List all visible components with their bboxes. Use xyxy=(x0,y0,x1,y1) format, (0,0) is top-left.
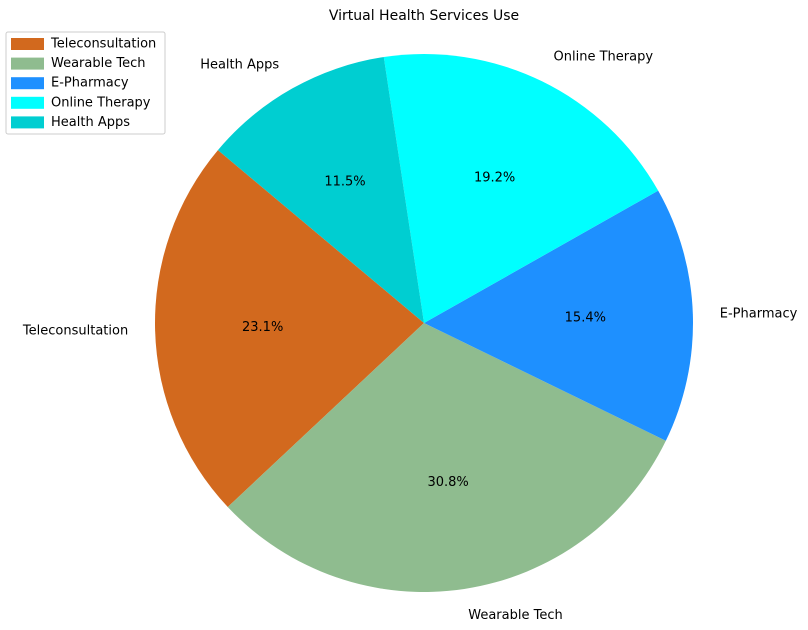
percent-label-online-therapy: 19.2% xyxy=(474,170,515,185)
legend-label-health-apps: Health Apps xyxy=(51,115,130,130)
legend: Teleconsultation Wearable Tech E-Pharmacy O… xyxy=(5,31,166,135)
slice-labels: Teleconsultation Wearable Tech E-Pharmacy O… xyxy=(22,49,798,623)
percent-labels: 23.1% 30.8% 15.4% 19.2% 11.5% xyxy=(242,170,606,490)
pie-slices xyxy=(154,53,693,592)
legend-label-online-therapy: Online Therapy xyxy=(51,95,151,110)
legend-label-teleconsultation: Teleconsultation xyxy=(50,37,156,52)
percent-label-wearable-tech: 30.8% xyxy=(427,475,468,490)
slice-label-wearable-tech: Wearable Tech xyxy=(468,608,562,623)
pie-slice-teleconsultation xyxy=(154,150,424,508)
pie-slice-e-pharmacy xyxy=(424,190,693,441)
slice-label-online-therapy: Online Therapy xyxy=(554,49,654,64)
percent-label-health-apps: 11.5% xyxy=(324,175,365,190)
legend-swatch-online-therapy xyxy=(11,96,44,109)
legend-box xyxy=(5,31,166,135)
pie-slice-health-apps xyxy=(217,57,424,323)
slice-label-e-pharmacy: E-Pharmacy xyxy=(720,306,798,321)
pie-slice-online-therapy xyxy=(383,53,659,323)
chart-title: Virtual Health Services Use xyxy=(329,8,519,24)
legend-swatch-e-pharmacy xyxy=(11,77,44,90)
slice-label-teleconsultation: Teleconsultation xyxy=(22,324,128,339)
legend-label-wearable-tech: Wearable Tech xyxy=(51,56,145,71)
legend-swatch-teleconsultation xyxy=(11,38,44,50)
legend-swatch-health-apps xyxy=(11,116,44,129)
pie-slice-wearable-tech xyxy=(227,323,666,592)
slice-label-health-apps: Health Apps xyxy=(200,57,279,72)
percent-label-teleconsultation: 23.1% xyxy=(242,320,283,335)
legend-label-e-pharmacy: E-Pharmacy xyxy=(51,76,129,91)
percent-label-e-pharmacy: 15.4% xyxy=(565,311,606,326)
legend-swatch-wearable-tech xyxy=(11,57,44,70)
legend-items: Teleconsultation Wearable Tech E-Pharmacy O… xyxy=(11,37,156,130)
